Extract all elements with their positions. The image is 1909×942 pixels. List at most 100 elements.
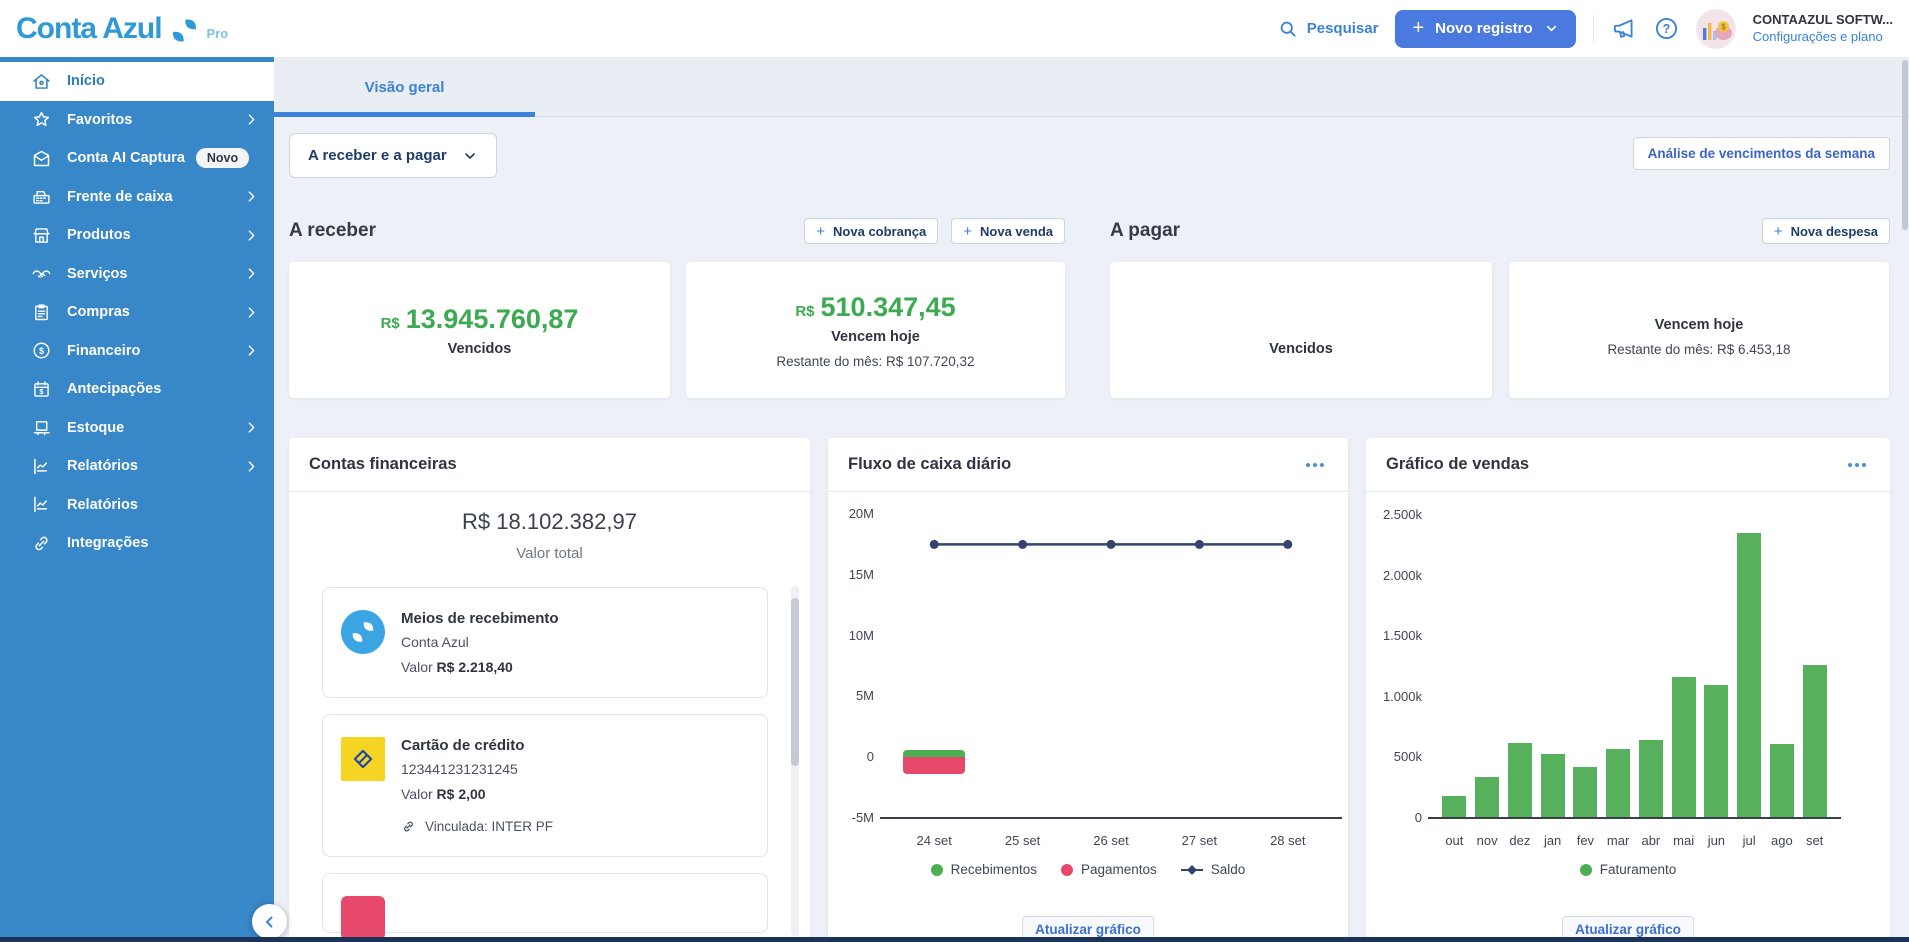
chevron-right-icon [245, 190, 258, 203]
sidebar-item-inicio[interactable]: Início [0, 62, 274, 101]
sales-plot: 2.500k 2.000k 1.500k 1.000k 500k 0 out nov dez ja… [1383, 507, 1841, 848]
receivables-title: A receber [289, 220, 376, 241]
plus-icon: + [1412, 17, 1425, 39]
logo-text: Conta Azul [16, 11, 163, 45]
tab-bar: Visão geral [274, 57, 1909, 117]
due-today-label: Vencem hoje [1654, 316, 1744, 333]
page-scrollbar[interactable] [1902, 60, 1908, 230]
new-sale-button[interactable]: + Nova venda [951, 218, 1065, 244]
sidebar-item-integracoes[interactable]: Integrações [0, 524, 274, 563]
sidebar-item-produtos[interactable]: Produtos [0, 216, 274, 255]
pagamentos-legend-dot [1060, 863, 1073, 876]
faturamento-legend-dot [1579, 863, 1592, 876]
financial-accounts-widget: Contas financeiras R$ 18.102.382,97 Valo… [289, 438, 810, 942]
search-icon [1278, 19, 1298, 39]
contaazul-leaf-icon [171, 17, 198, 44]
contaazul-logo[interactable]: Conta Azul Pro [16, 12, 228, 46]
rest-of-month: Restante do mês: R$ 107.720,32 [776, 353, 975, 369]
sidebar-item-antecipacoes[interactable]: $ Antecipações [0, 370, 274, 409]
avatar[interactable]: $ [1695, 8, 1736, 49]
handshake-icon [30, 263, 52, 285]
total-value-label: Valor total [516, 545, 583, 562]
tab-visao-geral[interactable]: Visão geral [274, 57, 535, 117]
accounts-scrollbar[interactable] [791, 586, 799, 936]
bank-icon [341, 896, 385, 940]
bottom-strip [0, 937, 1909, 942]
cash-flow-widget: Fluxo de caixa diário 20M 15M 10M 5M 0 -5M 24 … [828, 438, 1348, 942]
account-list-item[interactable] [322, 873, 768, 940]
new-record-button[interactable]: + Novo registro [1395, 9, 1576, 48]
settings-plan-link[interactable]: Configurações e plano [1752, 28, 1883, 44]
chevron-right-icon [245, 229, 258, 242]
more-options-icon[interactable] [1302, 459, 1328, 471]
sidebar-item-label: Produtos [67, 227, 131, 244]
sidebar-item-favoritos[interactable]: Favoritos [0, 101, 274, 140]
plus-icon: + [963, 222, 973, 240]
sidebar-item-frente-de-caixa[interactable]: Frente de caixa [0, 178, 274, 217]
banco-do-brasil-icon [341, 737, 385, 781]
new-charge-button[interactable]: + Nova cobrança [804, 218, 939, 244]
payables-overdue-card[interactable]: Vencidos [1110, 262, 1492, 398]
sidebar-item-relatorios-2[interactable]: Relatórios [0, 486, 274, 525]
account-menu[interactable]: CONTAAZUL SOFTW... Configurações e plano [1753, 12, 1893, 46]
sales-chart-title: Gráfico de vendas [1386, 455, 1530, 473]
new-expense-button[interactable]: + Nova despesa [1761, 218, 1890, 244]
sidebar-item-label: Estoque [67, 419, 125, 436]
help-button[interactable]: ? [1654, 16, 1679, 41]
cash-register-icon [30, 186, 52, 208]
active-tab-underline [274, 112, 535, 117]
account-list-item[interactable]: Meios de recebimento Conta Azul Valor R$… [322, 587, 768, 698]
sidebar-item-relatorios[interactable]: Relatórios [0, 447, 274, 486]
account-list-item[interactable]: Cartão de crédito 123441231231245 Valor … [322, 714, 768, 857]
receivables-due-today-card[interactable]: R$ 510.347,45 Vencem hoje Restante do mê… [686, 262, 1065, 398]
header-divider [1592, 14, 1594, 43]
payables-due-today-card[interactable]: Vencem hoje Restante do mês: R$ 6.453,18 [1509, 262, 1889, 398]
recebimentos-legend-dot [930, 863, 943, 876]
line-chart-icon [30, 494, 52, 516]
home-icon [30, 70, 52, 92]
sidebar-item-compras[interactable]: Compras [0, 293, 274, 332]
due-today-label: Vencem hoje [831, 328, 920, 345]
chevron-right-icon [245, 113, 258, 126]
search-label: Pesquisar [1306, 20, 1379, 37]
cash-flow-plot: 20M 15M 10M 5M 0 -5M 24 set 25 set 26 set 27 set 2… [849, 506, 1342, 848]
announcements-button[interactable] [1611, 16, 1637, 42]
week-analysis-button[interactable]: Análise de vencimentos da semana [1632, 137, 1890, 170]
payables-title: A pagar [1110, 220, 1181, 241]
chevron-down-icon [462, 148, 478, 164]
chevron-right-icon [245, 460, 258, 473]
sidebar-collapse-button[interactable] [252, 904, 287, 939]
sales-chart-widget: Gráfico de vendas 2.500k 2.000k 1.500k 1.00… [1366, 438, 1890, 942]
search-button[interactable]: Pesquisar [1278, 19, 1379, 39]
chevron-right-icon [245, 306, 258, 319]
svg-text:$: $ [39, 387, 44, 396]
sidebar-item-servicos[interactable]: Serviços [0, 255, 274, 294]
top-header: Conta Azul Pro Pesquisar + Novo registro [0, 0, 1909, 57]
sidebar-item-label: Relatórios [67, 496, 138, 513]
store-icon [30, 224, 52, 246]
period-filter-label: A receber e a pagar [308, 147, 447, 164]
cash-flow-legend: Recebimentos Pagamentos Saldo [828, 862, 1348, 877]
sidebar: Início Favoritos Conta AI Captura Novo F… [0, 57, 274, 942]
chevron-down-icon [1544, 21, 1559, 36]
contaazul-logo-icon [341, 610, 385, 654]
calendar-dollar-icon: $ [30, 378, 52, 400]
sidebar-item-estoque[interactable]: Estoque [0, 409, 274, 448]
saldo-legend-marker [1180, 864, 1203, 876]
logo-pro-badge: Pro [206, 26, 229, 41]
help-icon: ? [1654, 16, 1679, 41]
period-filter-dropdown[interactable]: A receber e a pagar [289, 133, 497, 178]
sidebar-item-financeiro[interactable]: $ Financeiro [0, 332, 274, 371]
total-value: R$ 18.102.382,97 [462, 509, 637, 534]
sidebar-item-label: Financeiro [67, 342, 141, 359]
receivables-overdue-card[interactable]: R$ 13.945.760,87 Vencidos [289, 262, 670, 398]
chevron-right-icon [245, 344, 258, 357]
star-icon [30, 109, 52, 131]
chevron-left-icon [261, 913, 279, 931]
new-record-label: Novo registro [1435, 20, 1533, 37]
plus-icon: + [816, 222, 826, 240]
clipboard-icon [30, 301, 52, 323]
sidebar-item-conta-ai-captura[interactable]: Conta AI Captura Novo [0, 139, 274, 178]
more-options-icon[interactable] [1844, 459, 1870, 471]
chevron-right-icon [245, 421, 258, 434]
